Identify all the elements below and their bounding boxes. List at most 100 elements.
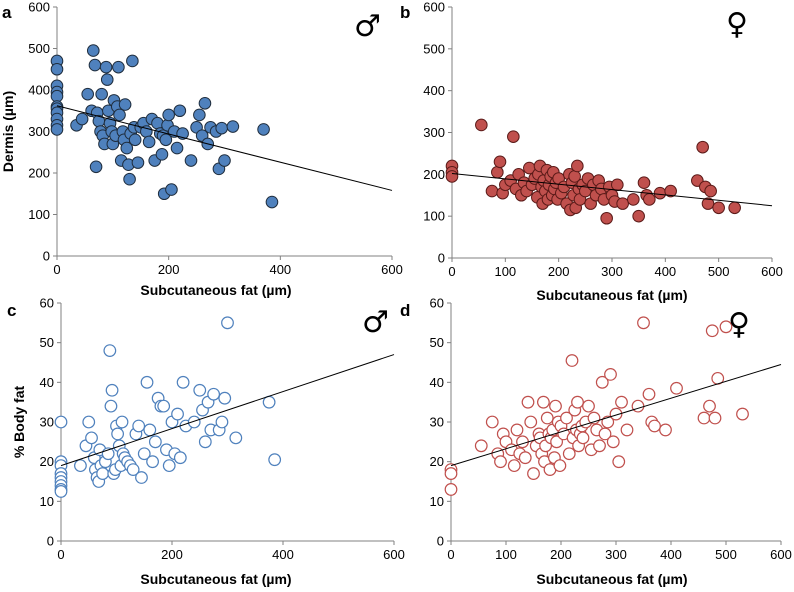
x-tick-label: 500 [708,264,730,279]
data-point [120,141,134,155]
y-tick-label: 200 [423,167,445,182]
data-point [54,485,68,498]
data-point [132,419,146,433]
data-point [86,44,100,57]
panel-letter: c [7,301,16,320]
data-point [493,155,507,169]
y-tick-label: 100 [28,207,50,222]
data-point [187,415,201,429]
data-point [474,439,488,453]
data-point [184,154,198,167]
data-point [620,423,634,437]
y-tick-label: 40 [40,375,54,390]
y-tick-label: 500 [423,41,445,56]
data-point [701,197,715,210]
data-point [218,154,231,167]
data-point [659,423,672,437]
data-point [157,399,171,413]
data-point [637,176,651,189]
y-tick-label: 500 [28,41,50,56]
data-point [516,435,529,449]
y-tick-label: 0 [437,534,444,549]
data-point [549,399,562,413]
x-tick-label: 400 [654,264,676,279]
data-point [719,320,733,334]
data-point [137,447,151,461]
y-tick-label: 10 [430,494,444,509]
x-tick-label: 400 [272,547,294,562]
data-point [576,431,590,445]
panel-a: 0 100 200 300 400 500 600 0 200 400 600 Subcutaneou… [0,0,403,298]
data-point [88,58,102,72]
y-tick-label: 40 [430,375,444,390]
data-point [95,87,108,101]
data-point [155,148,169,161]
data-point [89,160,103,174]
x-tick-label: 0 [57,547,64,562]
data-point [113,108,126,122]
data-point [105,383,119,397]
data-point [100,73,114,86]
x-tick-label: 0 [447,547,454,562]
x-tick-label: 300 [601,264,623,279]
data-point [173,104,187,118]
data-point [571,159,584,173]
data-point [170,141,184,155]
x-tick-label: 300 [605,547,627,562]
data-point [485,415,499,429]
data-point [527,467,540,480]
y-axis-title: % Body fat [11,385,27,458]
y-tick-label: 100 [423,209,445,224]
data-point [198,96,212,110]
data-point [444,483,458,496]
x-tick-label: 200 [550,547,572,562]
data-point [485,184,499,198]
male-symbol-icon: ♂ [354,9,381,44]
x-axis-title: Subcutaneous fat (µm) [536,287,687,303]
data-point [604,368,617,381]
data-point [507,130,520,143]
x-tick-label: 100 [495,547,517,562]
data-point [606,435,620,449]
x-tick-label: 100 [494,264,516,279]
x-tick-label: 600 [383,547,405,562]
data-point [642,387,656,401]
data-point [218,391,232,405]
data-point [50,62,64,76]
data-point [226,120,240,133]
data-point [118,98,132,111]
data-point [50,89,64,103]
x-tick-label: 400 [269,262,291,277]
data-point [601,415,615,429]
y-tick-label: 300 [423,125,445,140]
y-tick-label: 30 [40,415,54,430]
data-point [123,172,136,186]
data-point [712,201,725,215]
x-tick-label: 500 [715,547,737,562]
data-point [112,60,125,74]
data-point [653,186,667,200]
data-point [115,415,129,429]
data-point [736,407,749,421]
data-point [140,375,154,389]
trendline [450,364,782,467]
data-point [54,415,68,429]
data-point [697,411,711,425]
data-point [126,463,140,477]
data-point [670,381,683,395]
data-point [631,399,645,413]
trendline [60,354,395,467]
panel-letter: d [400,301,410,320]
data-point [475,118,488,132]
data-point [518,451,532,465]
data-point [595,375,609,389]
data-point [257,123,270,136]
data-point [510,423,524,437]
data-point [111,427,125,441]
data-point [611,178,624,192]
data-point [262,395,276,409]
data-point [229,431,243,445]
x-axis-title: Subcutaneous fat (µm) [536,571,687,587]
